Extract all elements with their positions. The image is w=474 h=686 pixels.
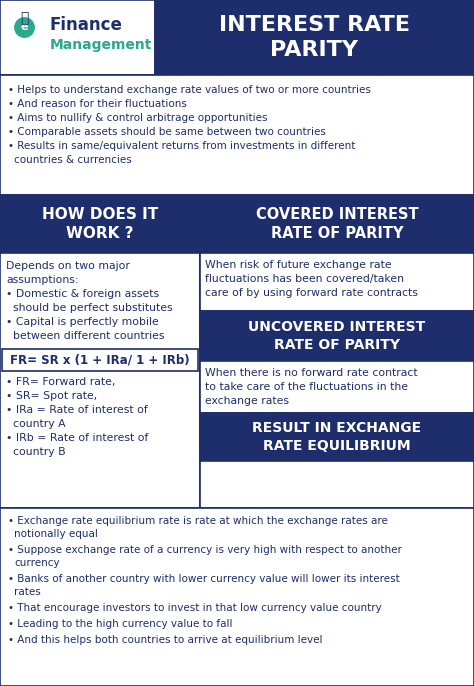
- Text: Depends on two major: Depends on two major: [6, 261, 130, 271]
- Text: • Comparable assets should be same between two countries: • Comparable assets should be same betwe…: [8, 127, 326, 137]
- Text: COVERED INTEREST
RATE OF PARITY: COVERED INTEREST RATE OF PARITY: [255, 207, 419, 241]
- Text: • Capital is perfectly mobile: • Capital is perfectly mobile: [6, 317, 159, 327]
- Text: countries & currencies: countries & currencies: [14, 155, 132, 165]
- Text: • FR= Forward rate,: • FR= Forward rate,: [6, 377, 115, 387]
- Bar: [200, 361, 474, 413]
- Text: • SR= Spot rate,: • SR= Spot rate,: [6, 391, 97, 401]
- Text: Finance: Finance: [50, 16, 123, 34]
- Text: exchange rates: exchange rates: [205, 396, 289, 406]
- Bar: [0, 253, 200, 508]
- Bar: [200, 253, 474, 311]
- Text: • That encourage investors to invest in that low currency value country: • That encourage investors to invest in …: [8, 603, 382, 613]
- Text: country A: country A: [6, 419, 65, 429]
- Bar: [0, 195, 200, 253]
- Text: country B: country B: [6, 447, 65, 457]
- Text: assumptions:: assumptions:: [6, 275, 79, 285]
- Bar: [0, 75, 474, 195]
- Text: When risk of future exchange rate: When risk of future exchange rate: [205, 260, 392, 270]
- Text: • IRb = Rate of interest of: • IRb = Rate of interest of: [6, 433, 148, 443]
- Bar: [200, 413, 474, 461]
- Text: INTEREST RATE
PARITY: INTEREST RATE PARITY: [219, 14, 410, 60]
- Text: • Results in same/equivalent returns from investments in different: • Results in same/equivalent returns fro…: [8, 141, 356, 151]
- Text: • Banks of another country with lower currency value will lower its interest: • Banks of another country with lower cu…: [8, 574, 400, 584]
- Text: notionally equal: notionally equal: [14, 529, 98, 539]
- Text: fluctuations has been covered/taken: fluctuations has been covered/taken: [205, 274, 404, 284]
- Text: to take care of the fluctuations in the: to take care of the fluctuations in the: [205, 382, 408, 392]
- Text: • And this helps both countries to arrive at equilibrium level: • And this helps both countries to arriv…: [8, 635, 322, 645]
- Bar: [200, 195, 474, 253]
- Text: should be perfect substitutes: should be perfect substitutes: [6, 303, 173, 313]
- Text: • Exchange rate equilibrium rate is rate at which the exchange rates are: • Exchange rate equilibrium rate is rate…: [8, 516, 388, 526]
- Bar: [0, 0, 155, 75]
- Text: e: e: [20, 22, 28, 32]
- Bar: [2, 349, 198, 371]
- Text: care of by using forward rate contracts: care of by using forward rate contracts: [205, 288, 418, 298]
- Text: RESULT IN EXCHANGE
RATE EQUILIBRIUM: RESULT IN EXCHANGE RATE EQUILIBRIUM: [253, 421, 421, 453]
- Text: • And reason for their fluctuations: • And reason for their fluctuations: [8, 99, 187, 109]
- Text: • Domestic & foreign assets: • Domestic & foreign assets: [6, 289, 159, 299]
- Bar: [155, 0, 474, 75]
- Bar: [0, 508, 474, 686]
- Text: • IRa = Rate of interest of: • IRa = Rate of interest of: [6, 405, 148, 415]
- Text: • Aims to nullify & control arbitrage opportunities: • Aims to nullify & control arbitrage op…: [8, 113, 267, 123]
- Text: HOW DOES IT
WORK ?: HOW DOES IT WORK ?: [42, 207, 158, 241]
- Text: FR= SR x (1 + IRa/ 1 + IRb): FR= SR x (1 + IRa/ 1 + IRb): [10, 353, 190, 366]
- Bar: [200, 311, 474, 361]
- Text: between different countries: between different countries: [6, 331, 164, 341]
- Text: • Suppose exchange rate of a currency is very high with respect to another: • Suppose exchange rate of a currency is…: [8, 545, 402, 555]
- Text: rates: rates: [14, 587, 41, 597]
- Text: currency: currency: [14, 558, 60, 568]
- Bar: [200, 253, 474, 508]
- Text: • Helps to understand exchange rate values of two or more countries: • Helps to understand exchange rate valu…: [8, 85, 371, 95]
- Text: When there is no forward rate contract: When there is no forward rate contract: [205, 368, 418, 378]
- Text: UNCOVERED INTEREST
RATE OF PARITY: UNCOVERED INTEREST RATE OF PARITY: [248, 320, 426, 352]
- Text: Management: Management: [50, 38, 152, 52]
- Text: • Leading to the high currency value to fall: • Leading to the high currency value to …: [8, 619, 233, 629]
- Text: 🎓: 🎓: [20, 11, 28, 25]
- Bar: [0, 0, 474, 75]
